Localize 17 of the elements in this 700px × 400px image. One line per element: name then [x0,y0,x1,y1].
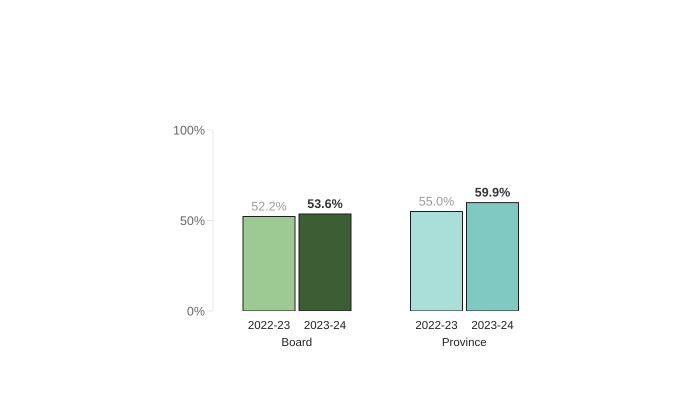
text: 2022-23 [415,320,458,332]
data-label: 59.9% [474,186,510,200]
x-tick-label: Board [281,337,312,349]
bar [298,213,352,311]
data-label: 55.0% [418,194,454,208]
bar [466,202,519,311]
series-label: 2022-23 [248,320,290,332]
series-label: 2023-24 [304,320,347,332]
y-tick-label: 100% [173,123,205,138]
y-tick-label: 50% [180,214,205,228]
bar [410,210,463,311]
bar [242,216,296,311]
x-tick-label: Province [442,337,487,349]
data-label: 52.2% [251,200,287,214]
data-label: 53.6% [307,196,343,211]
y-tick-label: 0% [186,304,205,318]
text: 2023-24 [471,320,514,332]
